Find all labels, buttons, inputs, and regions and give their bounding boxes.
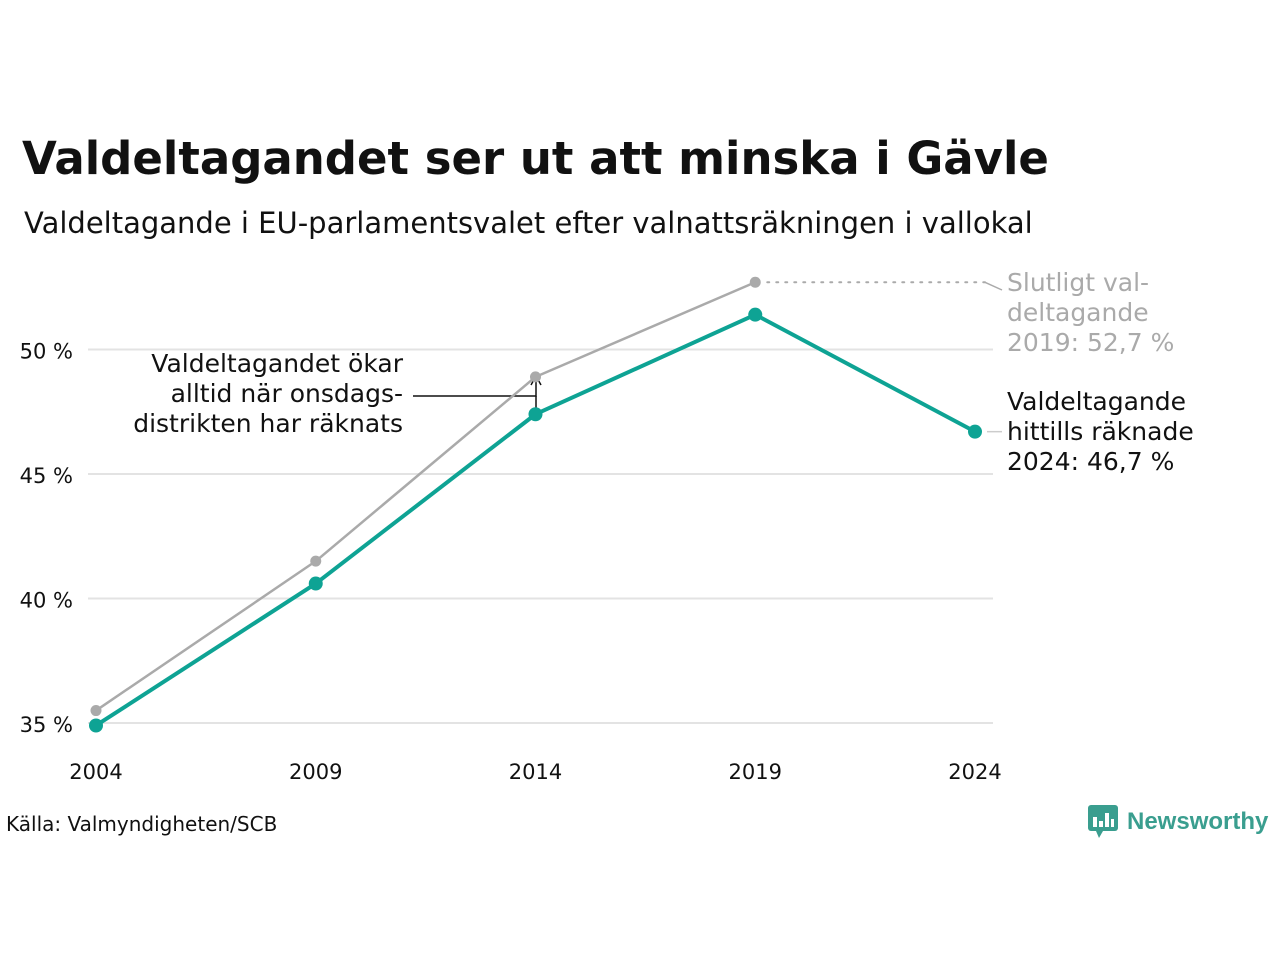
- counted-2024-label: Valdeltagande hittills räknade 2024: 46,7 …: [1007, 387, 1194, 476]
- annotations: Slutligt val-deltagande 2019: 52,7 % Valde…: [133, 268, 1193, 476]
- x-axis-ticks: 2004 2009 2014 2019 2024: [69, 760, 1001, 784]
- data-point-counted: [968, 424, 982, 439]
- data-point-final: [310, 555, 322, 567]
- data-point-counted: [308, 576, 323, 591]
- newsworthy-logo-icon: [1088, 805, 1118, 838]
- final-2019-leader-tick: [984, 281, 1003, 291]
- series: [89, 276, 982, 733]
- source-note: Källa: Valmyndigheten/SCB: [6, 812, 278, 836]
- final-2019-label: Slutligt val-deltagande 2019: 52,7 %: [1007, 268, 1174, 357]
- y-tick-label: 40 %: [20, 589, 73, 613]
- newsworthy-logo-text: Newsworthy: [1127, 808, 1269, 835]
- data-point-counted: [89, 718, 103, 733]
- chart-title: Valdeltagandet ser ut att minska i Gävle: [22, 132, 1049, 185]
- data-point-final: [90, 705, 102, 717]
- wednesday-note-label: Valdeltagandet ökar alltid när onsdags-di…: [133, 349, 403, 438]
- y-tick-label: 50 %: [20, 340, 73, 364]
- data-point-counted: [528, 407, 543, 422]
- x-tick-label: 2019: [729, 760, 782, 784]
- newsworthy-logo[interactable]: Newsworthy: [1088, 804, 1268, 840]
- x-tick-label: 2014: [509, 760, 562, 784]
- x-tick-label: 2024: [948, 760, 1001, 784]
- data-point-final: [530, 371, 541, 383]
- y-tick-label: 45 %: [20, 464, 73, 488]
- series-line-final: [95, 281, 756, 712]
- gridlines: [88, 348, 993, 724]
- y-axis-ticks: 35 % 40 % 45 % 50 %: [20, 340, 73, 738]
- data-point-counted: [748, 307, 763, 322]
- x-tick-label: 2004: [69, 760, 122, 784]
- data-point-final: [749, 276, 761, 288]
- x-tick-label: 2009: [289, 760, 342, 784]
- wednesday-note-connector: [413, 382, 537, 397]
- y-tick-label: 35 %: [20, 713, 73, 737]
- chart-subtitle: Valdeltagande i EU-parlamentsvalet efter…: [24, 206, 1033, 240]
